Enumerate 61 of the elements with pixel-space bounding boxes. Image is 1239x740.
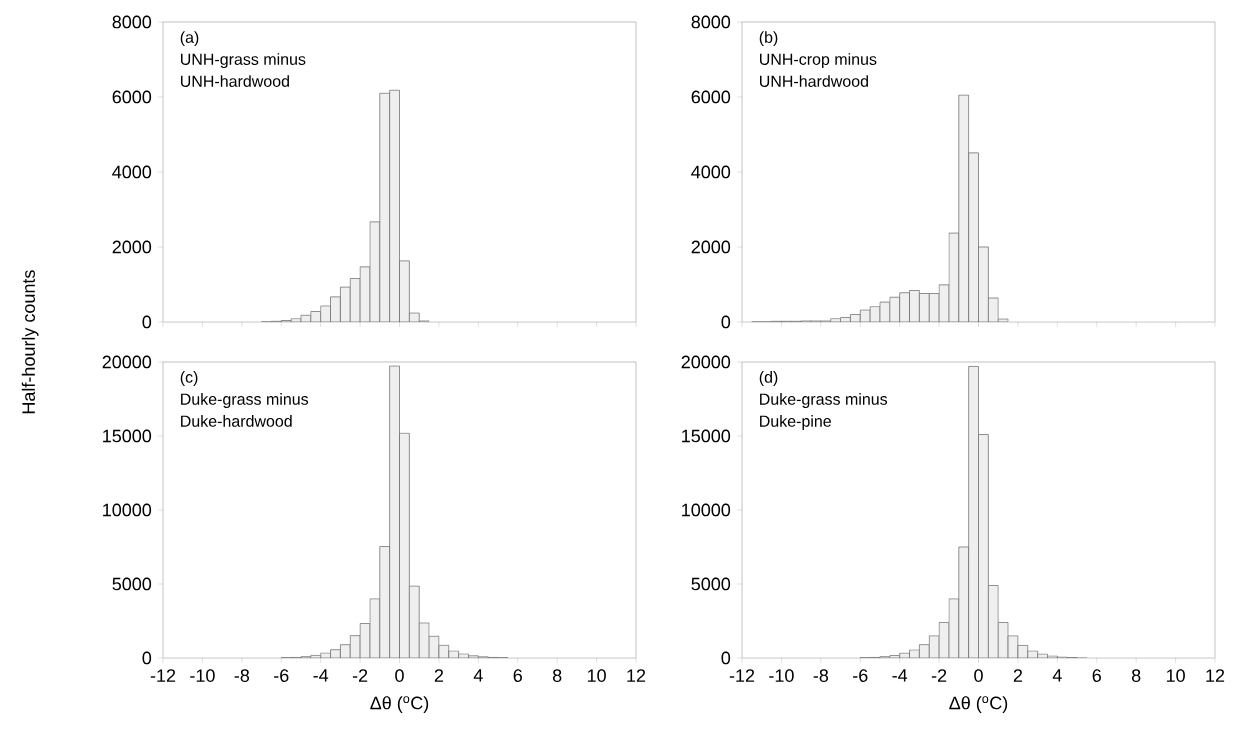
x-tick-label: -12 (729, 669, 755, 682)
y-tick-label: 6000 (691, 90, 731, 104)
annotation: Duke-grass minus (181, 393, 309, 408)
x-tick-label: 10 (587, 669, 606, 682)
annotation: (c) (180, 371, 198, 386)
y-tick-label: 0 (142, 651, 152, 665)
x-tick-label: 10 (1166, 669, 1185, 682)
y-tick-label: 10000 (682, 503, 731, 517)
y-tick-label: 20000 (681, 355, 731, 369)
annotation: UNH-crop minus (760, 53, 877, 69)
x-tick-label: -4 (892, 669, 908, 682)
y-tick-label: 6000 (112, 90, 152, 104)
x-tick-label: 2 (1013, 669, 1023, 682)
x-tick-label: -10 (190, 669, 215, 682)
y-tick-label: 5000 (112, 577, 152, 591)
y-axis-title: Half-hourly counts (21, 270, 39, 414)
annotation: (d) (759, 371, 778, 386)
y-tick-label: 8000 (112, 15, 152, 29)
x-tick-label: -4 (313, 669, 329, 682)
y-tick-label: 0 (721, 651, 731, 665)
y-tick-label: 8000 (691, 15, 731, 29)
annotation: (a) (180, 31, 199, 47)
x-axis-title: Δθ ($^{o}$C) (949, 696, 1008, 713)
annotation: Duke-hardwood (181, 415, 292, 427)
x-tick-label: -12 (150, 669, 176, 682)
y-tick-label: 20000 (102, 355, 152, 369)
y-tick-label: 10000 (103, 503, 152, 517)
x-tick-label: -2 (352, 669, 368, 682)
y-tick-label: 2000 (691, 240, 731, 254)
annotation: Duke-pine (760, 415, 831, 430)
y-tick-label: 2000 (112, 240, 152, 254)
annotation: UNH-hardwood (760, 75, 868, 87)
x-tick-label: 2 (434, 669, 444, 682)
x-tick-label: 6 (1092, 669, 1101, 682)
x-tick-label: 8 (1131, 669, 1141, 682)
y-tick-label: 15000 (103, 429, 152, 443)
x-tick-label: 12 (627, 669, 646, 682)
annotation: UNH-hardwood (181, 75, 289, 87)
x-tick-label: 0 (395, 669, 404, 682)
annotation: (b) (759, 31, 778, 47)
x-tick-label: -10 (769, 669, 794, 682)
x-tick-label: 0 (974, 669, 983, 682)
x-tick-label: 8 (552, 669, 562, 682)
annotation: Duke-grass minus (760, 393, 888, 408)
x-tick-label: 12 (1206, 669, 1225, 682)
x-tick-label: -2 (931, 669, 947, 682)
x-tick-label: -6 (853, 669, 868, 682)
y-tick-label: 0 (721, 315, 731, 329)
x-tick-label: 4 (1052, 669, 1062, 682)
y-tick-label: 5000 (691, 577, 731, 591)
x-tick-label: -8 (813, 669, 829, 682)
annotation: UNH-grass minus (181, 53, 306, 69)
y-tick-label: 4000 (691, 165, 731, 179)
y-tick-label: 15000 (682, 429, 731, 443)
y-tick-label: 0 (142, 315, 152, 329)
x-axis-title: Δθ ($^{o}$C) (370, 696, 429, 713)
x-tick-label: -8 (234, 669, 250, 682)
y-tick-label: 4000 (112, 165, 152, 179)
x-tick-label: 4 (473, 669, 483, 682)
x-tick-label: 6 (513, 669, 522, 682)
x-tick-label: -6 (274, 669, 289, 682)
